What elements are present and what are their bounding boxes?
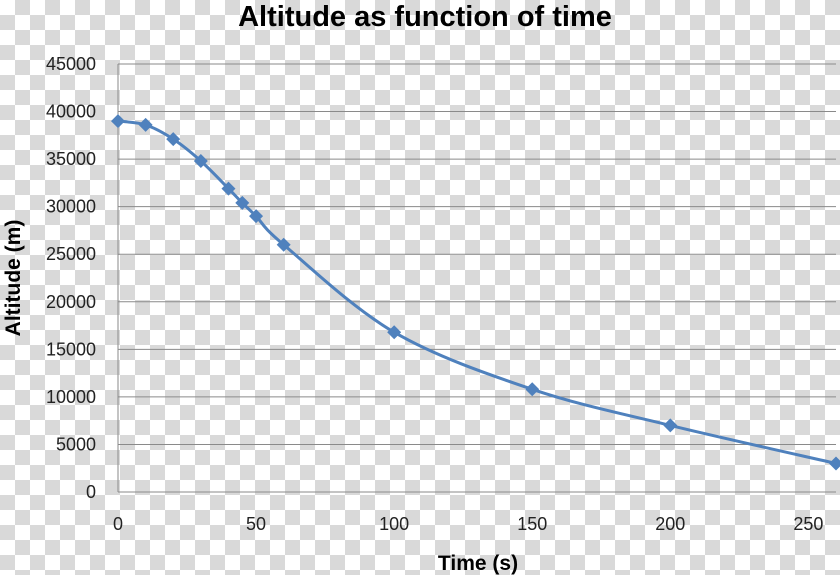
x-tick-label: 50 [246, 514, 266, 534]
data-point-marker [663, 418, 678, 433]
x-axis-label: Time (s) [438, 552, 518, 575]
data-point-marker [193, 154, 208, 169]
data-point-marker [166, 132, 181, 147]
chart-title: Altitude as function of time [238, 1, 612, 33]
x-tick-labels: 0 50 100 150 200 250 [113, 514, 823, 534]
series-line [117, 119, 837, 465]
data-point-marker [276, 237, 291, 252]
data-point-marker [235, 195, 250, 210]
y-tick-label: 15000 [46, 339, 96, 359]
y-axis-label: Altitude (m) [2, 220, 25, 337]
series-markers [111, 114, 840, 471]
y-tick-label: 5000 [56, 434, 96, 454]
data-point-marker [111, 114, 125, 129]
y-tick-label: 25000 [46, 244, 96, 264]
data-point-marker [138, 117, 153, 132]
y-tick-label: 40000 [46, 102, 96, 122]
y-tick-label: 35000 [46, 149, 96, 169]
gridlines [118, 63, 836, 445]
x-tick-label: 200 [655, 514, 685, 534]
y-tick-label: 30000 [46, 197, 96, 217]
x-tick-label: 0 [113, 514, 123, 534]
y-tick-label: 20000 [46, 292, 96, 312]
y-tick-labels: 0 5000 10000 15000 20000 25000 30000 35000 40000… [46, 54, 96, 502]
data-point-marker [829, 456, 840, 471]
data-point-marker [221, 181, 236, 196]
x-tick-label: 150 [517, 514, 547, 534]
y-tick-label: 10000 [46, 387, 96, 407]
data-point-marker [525, 382, 540, 397]
x-tick-label: 250 [793, 514, 823, 534]
y-tick-label: 45000 [46, 54, 96, 74]
y-tick-label: 0 [86, 482, 96, 502]
data-point-marker [249, 209, 264, 224]
data-point-marker [387, 325, 402, 340]
x-tick-label: 100 [379, 514, 409, 534]
